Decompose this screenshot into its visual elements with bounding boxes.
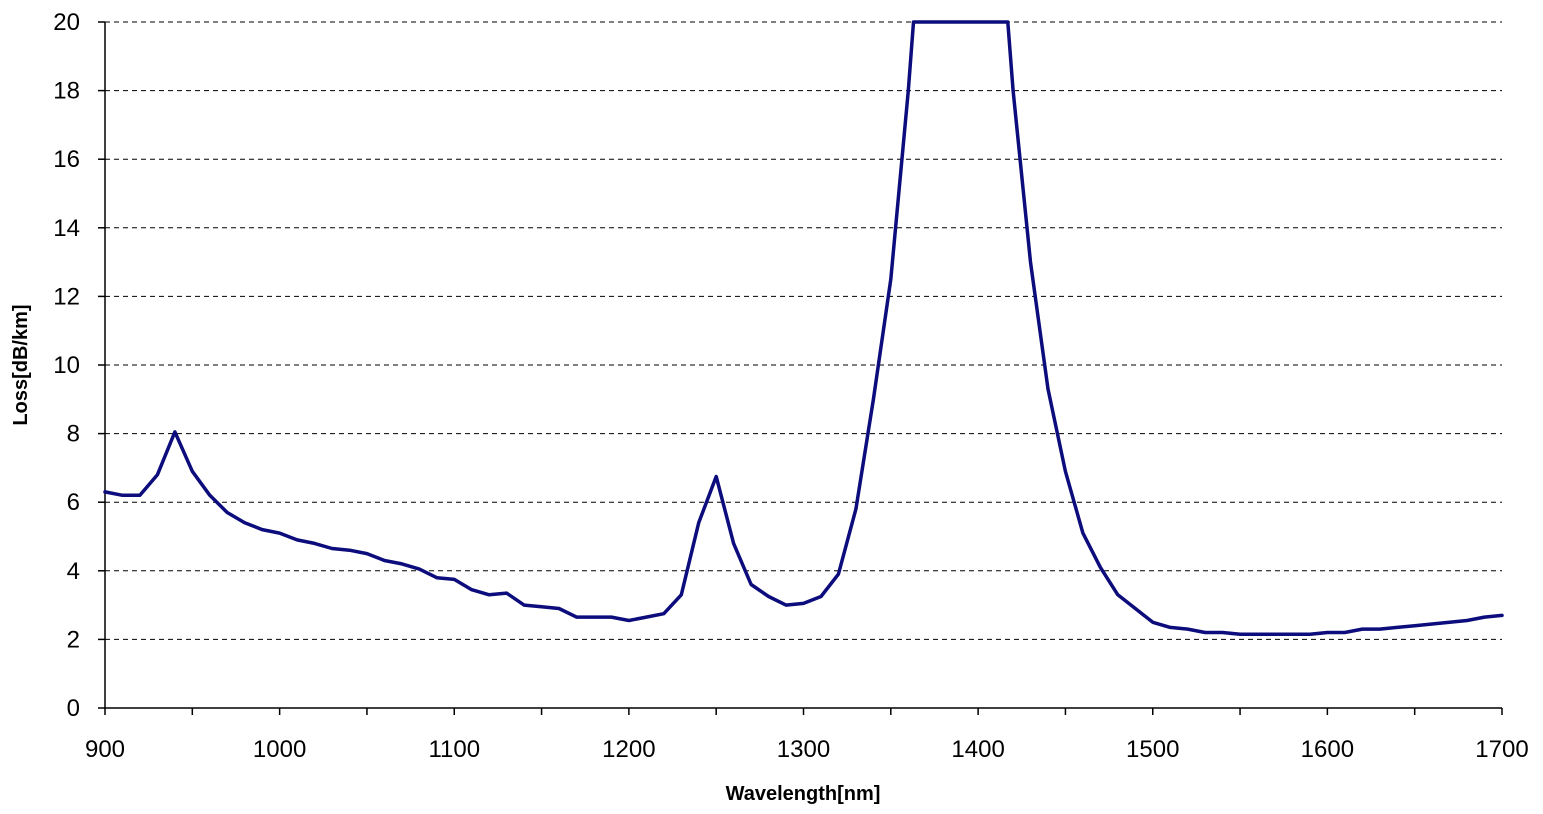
y-tick-label: 14 (53, 215, 80, 242)
y-tick-label: 20 (53, 9, 80, 36)
series-line-0 (103, 20, 1504, 637)
gridlines (105, 21, 1502, 640)
x-tick-label: 1100 (428, 736, 480, 763)
y-tick-label: 12 (53, 283, 80, 310)
x-tick-label: 1000 (253, 736, 306, 763)
y-tick-label: 10 (53, 352, 80, 379)
y-tick-label: 2 (67, 626, 80, 653)
x-tick-label: 1700 (1475, 736, 1528, 763)
y-tick-label: 18 (53, 78, 80, 105)
x-tick-label: 1400 (951, 736, 1004, 763)
series (103, 20, 1504, 637)
x-axis-title: Wavelength[nm] (726, 783, 881, 805)
y-tick-label: 0 (67, 695, 80, 722)
x-tick-label: 1600 (1301, 736, 1354, 763)
ticks: 0 2 4 6 8 10 12 14 16 18 20 900 1000 1100 1200 1300 1400… (53, 9, 1528, 763)
y-tick-label: 16 (53, 146, 80, 173)
x-tick-label: 1200 (602, 736, 655, 763)
x-tick-label: 1500 (1126, 736, 1179, 763)
x-tick-label: 1300 (777, 736, 830, 763)
y-axis-title: Loss[dB/km] (10, 304, 32, 425)
y-tick-label: 6 (67, 489, 80, 516)
y-tick-label: 8 (67, 421, 80, 448)
x-tick-label: 900 (85, 736, 125, 763)
y-tick-label: 4 (67, 558, 80, 585)
